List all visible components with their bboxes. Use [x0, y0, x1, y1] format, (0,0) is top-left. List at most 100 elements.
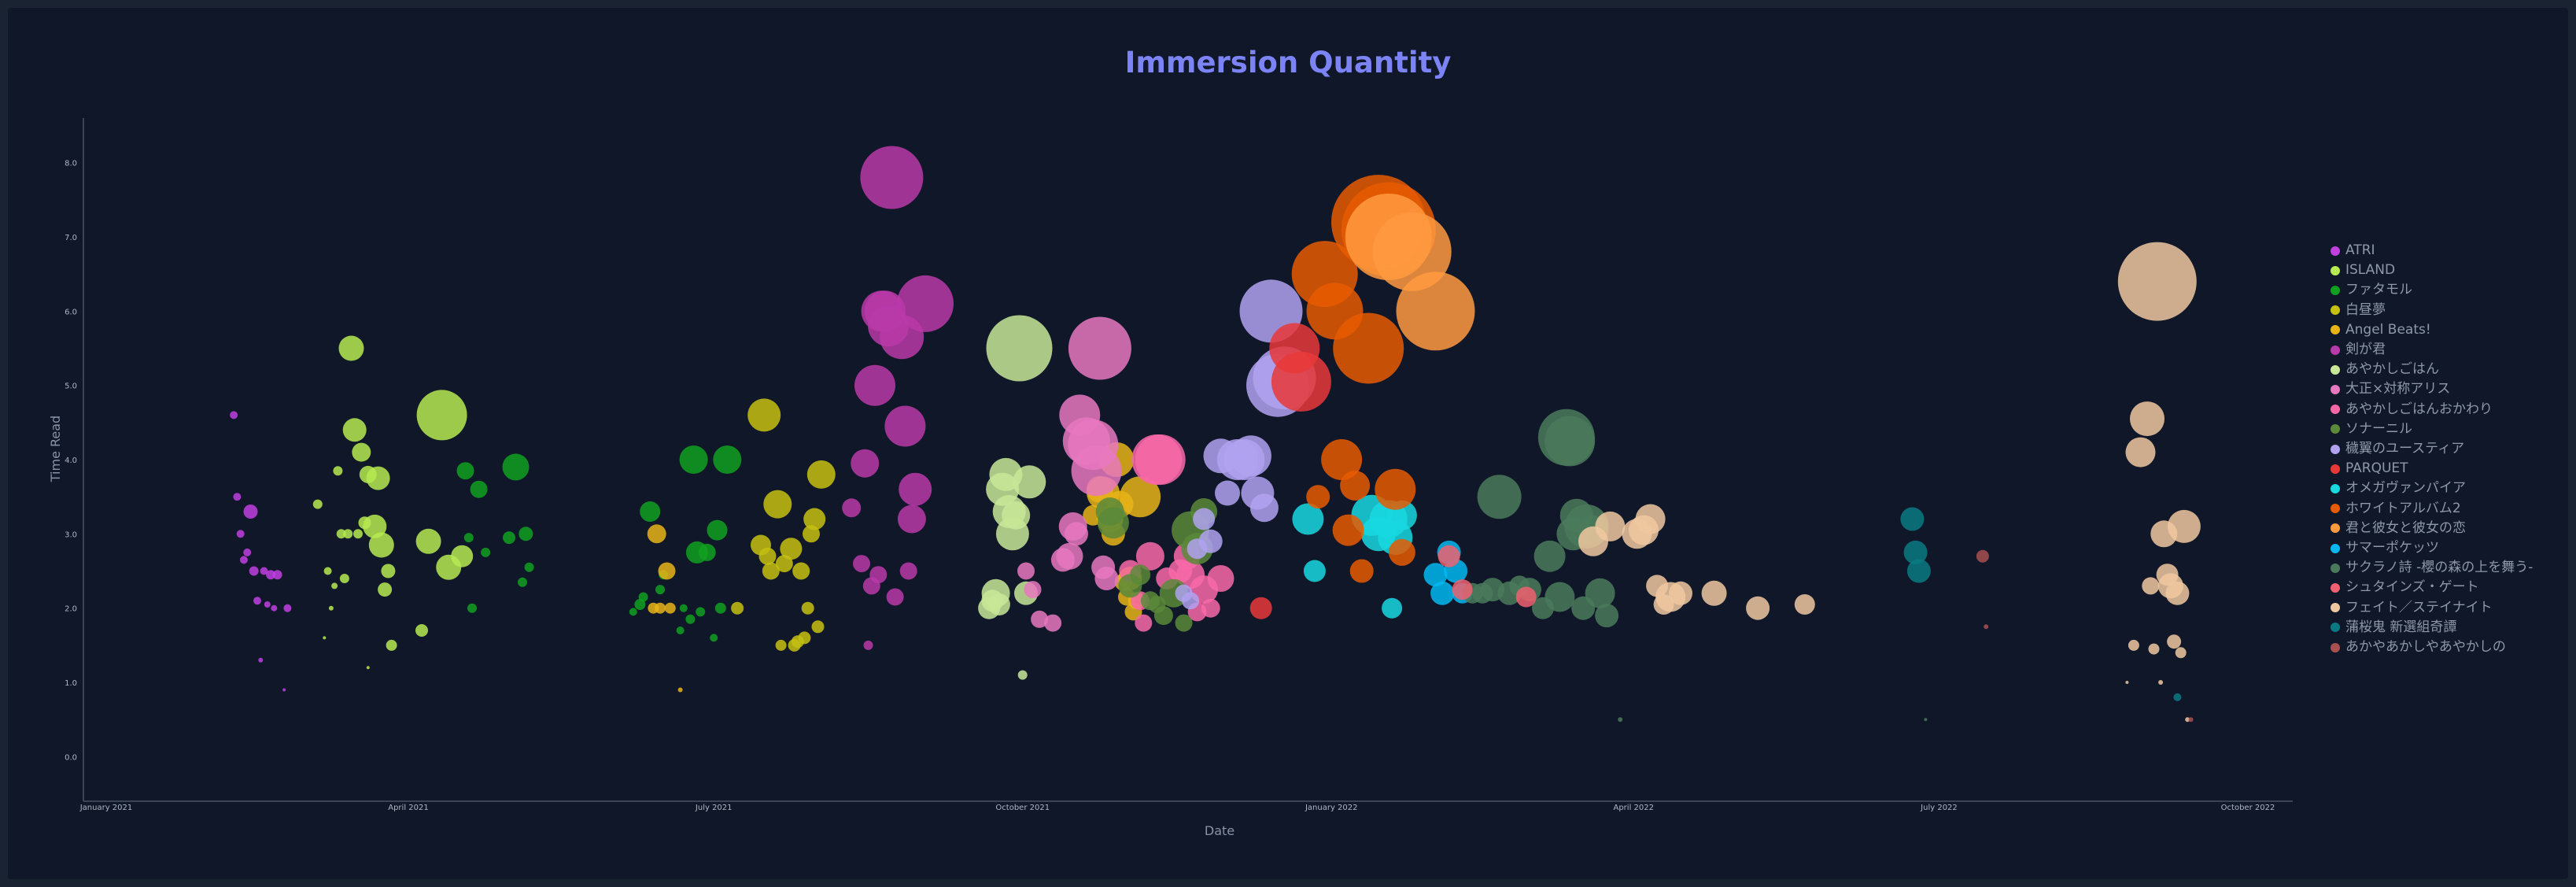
- bubble: [1984, 624, 1989, 630]
- x-axis-title: Date: [1205, 823, 1234, 838]
- bubble: [328, 605, 334, 611]
- bubble: [2130, 401, 2165, 437]
- legend-item[interactable]: サマーポケッツ: [2331, 538, 2535, 558]
- legend-item[interactable]: 穢翼のユースティア: [2331, 439, 2535, 459]
- bubble: [1349, 559, 1374, 583]
- legend-label: サマーポケッツ: [2345, 540, 2439, 556]
- bubble: [243, 504, 258, 519]
- bubble: [333, 466, 343, 476]
- legend-item[interactable]: PARQUET: [2331, 459, 2535, 479]
- legend-label: フェイト／ステイナイト: [2345, 599, 2493, 615]
- bubble: [2158, 680, 2164, 685]
- legend-item[interactable]: サクラノ詩 -櫻の森の上を舞う-: [2331, 558, 2535, 578]
- bubble: [1430, 581, 1455, 605]
- bubble: [1306, 485, 1330, 509]
- bubble: [283, 604, 292, 612]
- legend-item[interactable]: ファタモル: [2331, 280, 2535, 300]
- bubble: [698, 543, 716, 561]
- legend-label: ファタモル: [2345, 282, 2412, 298]
- bubble: [655, 585, 665, 595]
- series-19: [1900, 507, 2182, 701]
- bubble: [863, 640, 873, 650]
- legend-label: 君と彼女と彼女の恋: [2345, 519, 2466, 536]
- bubble: [1017, 670, 1028, 680]
- x-tick-label: January 2021: [79, 804, 133, 812]
- x-tick-label: October 2021: [995, 804, 1050, 812]
- legend-marker: [2331, 384, 2340, 394]
- legend-item[interactable]: ATRI: [2331, 241, 2535, 261]
- legend-item[interactable]: ソナーニル: [2331, 419, 2535, 439]
- legend-item[interactable]: 君と彼女と彼女の恋: [2331, 519, 2535, 538]
- bubble: [713, 445, 742, 474]
- bubble: [415, 528, 441, 554]
- bubble: [1094, 567, 1119, 590]
- bubble: [1230, 435, 1271, 477]
- legend-item[interactable]: ISLAND: [2331, 261, 2535, 280]
- bubble: [2125, 681, 2129, 684]
- x-tick-label: July 2022: [1920, 804, 1958, 812]
- bubble: [1618, 717, 1623, 723]
- bubble: [260, 567, 268, 575]
- x-tick-label: July 2021: [695, 804, 733, 812]
- bubble: [747, 398, 781, 432]
- legend-item[interactable]: ホワイトアルバム2: [2331, 499, 2535, 519]
- bubble: [842, 498, 862, 518]
- bubble: [1071, 445, 1122, 497]
- bubble: [1635, 504, 1666, 534]
- series-0: [230, 411, 292, 692]
- legend-item[interactable]: 大正×対称アリス: [2331, 379, 2535, 399]
- legend-item[interactable]: オメガヴァンパイア: [2331, 479, 2535, 498]
- bubble: [1056, 542, 1083, 570]
- bubble: [1701, 580, 1727, 606]
- x-tick-label: April 2022: [1613, 804, 1653, 812]
- bubble: [230, 411, 238, 419]
- y-tick-label: 3.0: [65, 530, 77, 539]
- bubble: [1794, 594, 1815, 615]
- legend-marker: [2331, 364, 2340, 375]
- bubble: [2188, 717, 2194, 723]
- legend-label: 蒲桜鬼 新選組奇譚: [2345, 619, 2457, 635]
- legend-marker: [2331, 325, 2340, 335]
- legend-label: あかやあかしやあやかしの: [2345, 639, 2506, 656]
- legend-item[interactable]: 白昼夢: [2331, 301, 2535, 320]
- legend-marker: [2331, 246, 2340, 256]
- bubble: [1135, 434, 1186, 485]
- legend-marker: [2331, 285, 2340, 295]
- bubble: [1201, 598, 1220, 618]
- y-tick-label: 6.0: [65, 308, 77, 316]
- legend-item[interactable]: Angel Beats!: [2331, 320, 2535, 340]
- bubble: [851, 449, 880, 478]
- bubble: [2148, 643, 2160, 655]
- bubble: [518, 577, 527, 587]
- y-tick-label: 0.0: [65, 753, 77, 762]
- bubble: [899, 562, 917, 580]
- y-tick-label: 5.0: [65, 383, 77, 391]
- legend-item[interactable]: 蒲桜鬼 新選組奇譚: [2331, 618, 2535, 638]
- bubble: [2185, 717, 2190, 723]
- bubble: [1669, 581, 1692, 605]
- bubble: [386, 639, 397, 651]
- bubble: [2128, 639, 2139, 651]
- legend-item[interactable]: シュタインズ・ゲート: [2331, 578, 2535, 597]
- series-18: [1578, 242, 2201, 723]
- bubble: [1068, 316, 1131, 380]
- bubble: [1746, 596, 1770, 620]
- bubble: [803, 508, 826, 530]
- legend-marker: [2331, 405, 2340, 415]
- legend-item[interactable]: あやかしごはん: [2331, 360, 2535, 379]
- bubble: [249, 566, 259, 576]
- legend-item[interactable]: 剣が君: [2331, 340, 2535, 360]
- bubble: [282, 688, 286, 692]
- bubble: [1340, 471, 1371, 501]
- legend-marker: [2331, 483, 2340, 493]
- legend-item[interactable]: あかやあかしやあやかしの: [2331, 638, 2535, 657]
- bubble: [679, 604, 688, 612]
- legend-label: 穢翼のユースティア: [2345, 441, 2465, 457]
- bubble: [1396, 272, 1475, 351]
- legend-item[interactable]: あやかしごはんおかわり: [2331, 400, 2535, 419]
- legend-item[interactable]: フェイト／ステイナイト: [2331, 598, 2535, 618]
- series-16: [1462, 408, 1928, 723]
- bubble: [1130, 564, 1151, 586]
- bubble: [1388, 538, 1415, 566]
- bubble: [1031, 610, 1049, 628]
